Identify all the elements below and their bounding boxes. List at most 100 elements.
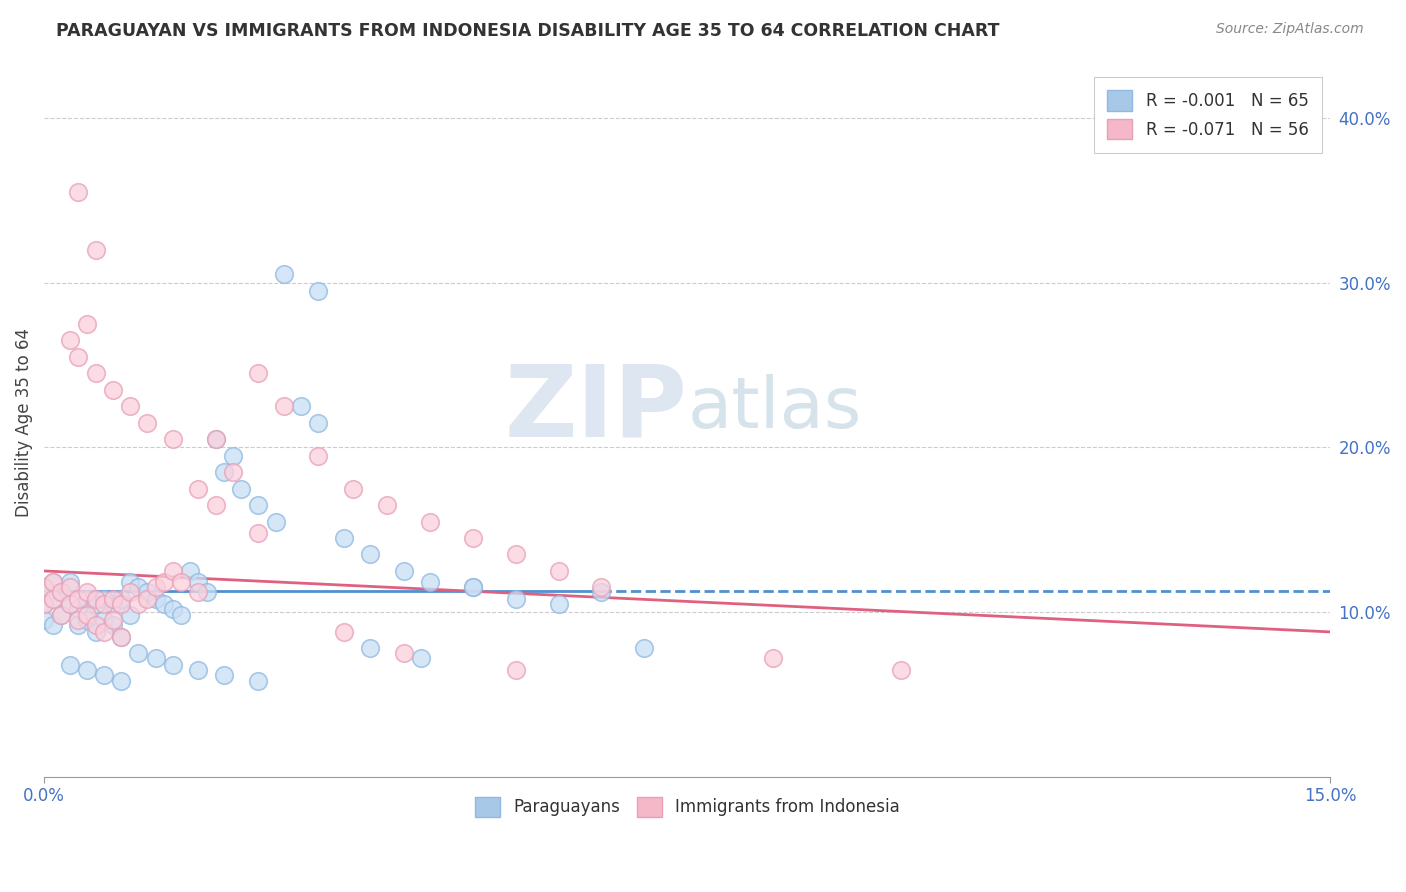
Point bbox=[41, 575, 63, 590]
Point bbox=[145, 591, 167, 606]
Point bbox=[101, 591, 124, 606]
Point bbox=[633, 641, 655, 656]
Point bbox=[84, 591, 107, 606]
Point bbox=[247, 498, 270, 512]
Point bbox=[136, 585, 159, 599]
Point bbox=[118, 608, 141, 623]
Point bbox=[67, 613, 90, 627]
Point bbox=[162, 564, 184, 578]
Point bbox=[461, 581, 484, 595]
Point bbox=[76, 591, 98, 606]
Point bbox=[359, 641, 381, 656]
Point bbox=[41, 575, 63, 590]
Point bbox=[547, 597, 569, 611]
Point bbox=[392, 564, 415, 578]
Y-axis label: Disability Age 35 to 64: Disability Age 35 to 64 bbox=[15, 328, 32, 517]
Point bbox=[76, 317, 98, 331]
Point bbox=[505, 548, 527, 562]
Point bbox=[110, 630, 132, 644]
Point bbox=[51, 608, 73, 623]
Point bbox=[59, 597, 82, 611]
Point bbox=[162, 602, 184, 616]
Point bbox=[170, 575, 193, 590]
Point bbox=[890, 663, 912, 677]
Point bbox=[222, 465, 245, 479]
Text: ZIP: ZIP bbox=[505, 360, 688, 457]
Point bbox=[76, 585, 98, 599]
Point bbox=[204, 498, 226, 512]
Point bbox=[67, 185, 90, 199]
Point bbox=[32, 581, 55, 595]
Point bbox=[342, 482, 364, 496]
Point bbox=[51, 585, 73, 599]
Point bbox=[32, 613, 55, 627]
Point bbox=[118, 399, 141, 413]
Point bbox=[290, 399, 312, 413]
Point bbox=[59, 597, 82, 611]
Point bbox=[505, 591, 527, 606]
Point bbox=[162, 657, 184, 672]
Point bbox=[67, 350, 90, 364]
Point bbox=[145, 581, 167, 595]
Point bbox=[84, 243, 107, 257]
Point bbox=[204, 432, 226, 446]
Point bbox=[59, 575, 82, 590]
Point bbox=[110, 597, 132, 611]
Point bbox=[76, 663, 98, 677]
Point bbox=[84, 597, 107, 611]
Text: Source: ZipAtlas.com: Source: ZipAtlas.com bbox=[1216, 22, 1364, 37]
Point bbox=[93, 624, 115, 639]
Point bbox=[59, 657, 82, 672]
Point bbox=[179, 564, 201, 578]
Point bbox=[231, 482, 253, 496]
Point bbox=[67, 602, 90, 616]
Point bbox=[547, 564, 569, 578]
Point bbox=[333, 531, 356, 545]
Point bbox=[118, 575, 141, 590]
Point bbox=[170, 608, 193, 623]
Point bbox=[505, 663, 527, 677]
Point bbox=[136, 591, 159, 606]
Point bbox=[247, 674, 270, 689]
Point bbox=[110, 591, 132, 606]
Point bbox=[93, 613, 115, 627]
Point bbox=[333, 624, 356, 639]
Point bbox=[359, 548, 381, 562]
Point bbox=[162, 432, 184, 446]
Point bbox=[591, 581, 613, 595]
Point bbox=[187, 575, 209, 590]
Point bbox=[461, 581, 484, 595]
Point bbox=[153, 575, 176, 590]
Point bbox=[93, 591, 115, 606]
Point bbox=[59, 581, 82, 595]
Point bbox=[93, 667, 115, 681]
Point bbox=[67, 591, 90, 606]
Point bbox=[127, 646, 149, 660]
Point bbox=[67, 618, 90, 632]
Point bbox=[127, 597, 149, 611]
Point bbox=[41, 591, 63, 606]
Point bbox=[204, 432, 226, 446]
Point bbox=[101, 383, 124, 397]
Point bbox=[93, 597, 115, 611]
Point bbox=[51, 585, 73, 599]
Point bbox=[264, 515, 287, 529]
Point bbox=[145, 651, 167, 665]
Point bbox=[187, 482, 209, 496]
Point bbox=[247, 526, 270, 541]
Point bbox=[32, 597, 55, 611]
Point bbox=[195, 585, 218, 599]
Legend: Paraguayans, Immigrants from Indonesia: Paraguayans, Immigrants from Indonesia bbox=[467, 789, 908, 825]
Point bbox=[461, 531, 484, 545]
Point bbox=[84, 624, 107, 639]
Point bbox=[222, 449, 245, 463]
Point bbox=[375, 498, 398, 512]
Point bbox=[308, 284, 330, 298]
Point bbox=[76, 608, 98, 623]
Point bbox=[84, 366, 107, 380]
Point bbox=[41, 591, 63, 606]
Point bbox=[308, 416, 330, 430]
Point bbox=[187, 663, 209, 677]
Point bbox=[187, 585, 209, 599]
Point bbox=[110, 630, 132, 644]
